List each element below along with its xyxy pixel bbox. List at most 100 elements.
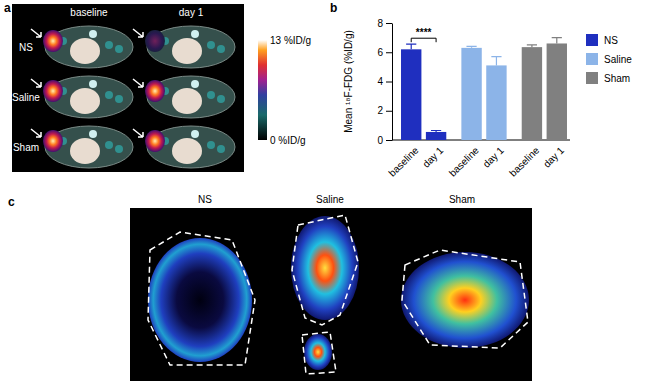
legend-swatch [586,34,598,46]
tumor-signal [304,334,332,370]
error-bar [406,44,416,49]
annotation: **** [416,27,432,38]
bar [486,65,506,140]
colorbar [258,40,267,140]
roi-outline [148,232,255,365]
arrow [133,129,143,137]
tick-label: 6 [377,47,383,58]
bar [547,43,567,140]
arrow [31,129,41,137]
tick-mark [386,82,392,83]
tick-label: day 1 [481,144,506,169]
pet-image [133,76,235,118]
pet-image [31,126,133,168]
uptake [115,145,123,153]
row-label: Sham [13,142,39,153]
bar [401,49,421,140]
uptake [105,91,113,99]
organ [70,138,100,164]
uptake [217,45,225,53]
uptake [217,145,225,153]
pet-image [133,26,235,68]
row-label: Saline [12,92,40,103]
legend-swatch [586,72,598,84]
tumor [43,80,63,102]
error-bar [491,57,501,66]
error-bar [466,46,476,47]
image-background [12,4,244,172]
panel-label: a [4,1,11,15]
tick: 2 [377,105,392,116]
uptake [115,45,123,53]
row-label: NS [19,42,33,53]
spine [89,130,97,138]
tumor-signal [148,238,252,362]
colorbar-label: 13 %ID/g [270,35,311,46]
legend-label: Sham [604,73,630,84]
y-axis: 0 2 4 6 8 [377,18,392,146]
roi-outline [302,332,336,374]
tick-label: baseline [507,144,541,178]
y-axis-title: Mean ¹⁸F-FDG (%ID/g) [343,30,354,133]
uptake [105,41,113,49]
image-background [130,208,532,381]
spine [191,130,199,138]
organ [70,38,100,64]
pet-image [31,26,133,68]
tumor [145,130,165,152]
organ [172,38,202,64]
error-bar [431,130,441,131]
tick-label: 8 [377,18,383,29]
uptake [207,41,215,49]
arrow [133,29,143,37]
image-title: Saline [316,194,344,205]
tick-label: day 1 [541,144,566,169]
column-label: baseline [70,7,108,18]
tumor [145,80,165,102]
legend: NS Saline Sham [586,34,632,84]
uptake [217,95,225,103]
panel-a: baseline day 1 NS Saline Sham 13 %ID/g 0 %ID/g [12,4,311,172]
organ [70,88,100,114]
legend-label: NS [604,35,618,46]
spine [191,80,199,88]
significance-bracket [411,38,436,42]
uptake [207,91,215,99]
spine [191,30,199,38]
tick: 4 [377,76,392,87]
panel-label: b [330,1,337,15]
tick-label: 4 [377,76,383,87]
image-title: Sham [449,194,475,205]
arrow [133,79,143,87]
tick: 8 [377,18,392,29]
roi-outline [292,215,358,325]
panel-label: c [8,195,15,209]
column-label: day 1 [179,7,204,18]
tick-label: baseline [447,144,481,178]
bar [426,132,446,140]
tick: 0 [377,135,392,146]
organ [172,88,202,114]
error-bar [527,45,537,47]
roi-outline [402,250,528,348]
tumor [43,30,63,52]
error-bar [552,38,562,44]
image-title: NS [198,194,212,205]
tick-label: day 1 [420,144,445,169]
panel-c: NS Saline Sham [130,194,532,381]
tick-mark [386,140,392,141]
legend-swatch [586,53,598,65]
spine [89,80,97,88]
tick-label: 0 [377,135,383,146]
organ [172,138,202,164]
tick: 6 [377,47,392,58]
legend-label: Saline [604,54,632,65]
colorbar-label: 0 %ID/g [270,135,306,146]
marks [401,38,567,140]
tick-mark [386,52,392,53]
uptake [115,95,123,103]
uptake [105,141,113,149]
arrow [31,79,41,87]
spine [89,30,97,38]
tumor-signal [401,252,529,348]
